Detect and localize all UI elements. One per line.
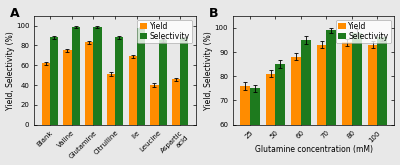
Bar [266,74,276,165]
Text: B: B [209,7,218,20]
Bar [137,28,145,125]
Bar [326,30,336,165]
X-axis label: Glutamine concentration (mM): Glutamine concentration (mM) [255,145,373,154]
Bar [93,27,102,125]
Bar [342,42,352,165]
Bar [378,37,387,165]
Legend: Yield, Selectivity: Yield, Selectivity [137,19,192,43]
Bar [150,85,158,125]
Y-axis label: Yield, Selectivity (%): Yield, Selectivity (%) [204,31,213,110]
Bar [240,86,250,165]
Bar [128,56,137,125]
Bar [50,37,58,125]
Bar [72,27,80,125]
Bar [276,64,285,165]
Bar [352,33,362,165]
Text: A: A [10,7,20,20]
Bar [291,57,301,165]
Bar [42,63,50,125]
Legend: Yield, Selectivity: Yield, Selectivity [336,19,391,43]
Bar [85,42,93,125]
Bar [368,45,378,165]
Bar [317,45,326,165]
Bar [172,79,180,125]
Bar [301,40,311,165]
Bar [180,38,188,125]
Bar [158,40,167,125]
Bar [250,88,260,165]
Y-axis label: Yield, Selectivity (%): Yield, Selectivity (%) [6,31,14,110]
Bar [115,37,123,125]
Bar [63,50,72,125]
Bar [107,74,115,125]
